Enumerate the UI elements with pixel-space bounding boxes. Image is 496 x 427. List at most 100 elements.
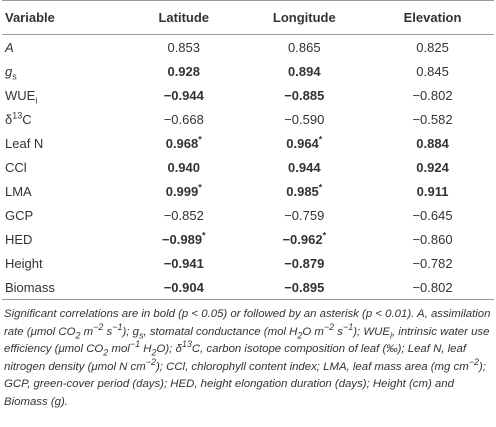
value-cell: 0.928: [130, 59, 238, 83]
value: −0.962: [282, 231, 323, 247]
text-segment: Significant correlations are in bold (p …: [4, 308, 491, 338]
value: −0.989: [161, 231, 203, 247]
text-segment: −2: [468, 356, 479, 367]
value-cell: −0.802: [371, 275, 494, 300]
value: 0.884: [416, 135, 449, 151]
variable-cell: WUEi: [2, 83, 130, 107]
value: 0.853: [167, 39, 201, 55]
table-row: LMA 0.999* 0.985* 0.911: [2, 179, 494, 203]
value-cell: −0.645: [371, 203, 494, 227]
value: −0.904: [163, 279, 204, 295]
text-segment: −1: [343, 321, 354, 332]
value: −0.590: [284, 111, 325, 127]
value-cell: 0.894: [238, 59, 372, 83]
value-cell: −0.759: [238, 203, 372, 227]
text-segment: i: [35, 95, 38, 106]
variable-cell: Leaf N: [2, 131, 130, 155]
value-cell: −0.802: [371, 83, 494, 107]
value: 0.928: [167, 63, 201, 79]
value-cell: 0.940: [130, 155, 238, 179]
value-cell: 0.865: [238, 35, 372, 60]
text-segment: A: [5, 39, 14, 55]
value-cell: 0.985*: [238, 179, 372, 203]
value-cell: 0.999*: [130, 179, 238, 203]
value: −0.895: [284, 279, 325, 295]
variable-cell: gs: [2, 59, 130, 83]
value-cell: 0.853: [130, 35, 238, 60]
value-cell: −0.944: [130, 83, 238, 107]
table-row: CCl 0.940 0.944 0.924: [2, 155, 494, 179]
significance-mark: *: [198, 182, 202, 193]
text-segment: g: [5, 63, 13, 79]
value: −0.885: [284, 87, 325, 103]
text-segment: Height: [5, 255, 43, 271]
value-cell: −0.668: [130, 107, 238, 131]
value: 0.999: [165, 183, 199, 199]
value-cell: −0.962*: [238, 227, 372, 251]
correlation-table: Variable Latitude Longitude Elevation A 0.85…: [2, 0, 494, 300]
significance-mark: *: [318, 182, 323, 193]
value-cell: −0.941: [130, 251, 238, 275]
variable-cell: GCP: [2, 203, 130, 227]
text-segment: 2: [151, 347, 157, 358]
footnote: Significant correlations are in bold (p …: [4, 306, 492, 411]
significance-mark: *: [322, 230, 327, 241]
text-segment: C: [22, 111, 32, 127]
value-cell: −0.852: [130, 203, 238, 227]
variable-cell: Biomass: [2, 275, 130, 300]
value: −0.802: [412, 87, 453, 103]
value: −0.860: [412, 231, 453, 247]
text-segment: s: [12, 71, 17, 82]
text-segment: i: [389, 329, 392, 340]
text-segment: −2: [323, 321, 335, 332]
value-cell: 0.944: [238, 155, 372, 179]
text-segment: −1: [129, 339, 141, 350]
value: −0.944: [163, 87, 204, 103]
value: −0.941: [163, 255, 204, 271]
significance-mark: *: [198, 134, 202, 145]
column-header: Variable: [2, 0, 130, 35]
value-cell: −0.879: [238, 251, 372, 275]
text-segment: O m: [302, 325, 324, 338]
text-segment: , intrinsic water use efficiency (μmol C…: [4, 325, 490, 356]
value-cell: −0.590: [238, 107, 372, 131]
text-segment: 2: [103, 347, 109, 358]
value-cell: −0.860: [371, 227, 494, 251]
value-cell: 0.964*: [238, 131, 372, 155]
text-segment: WUE: [5, 87, 36, 103]
value-cell: 0.884: [371, 131, 494, 155]
table-row: GCP −0.852 −0.759 −0.645: [2, 203, 494, 227]
variable-cell: LMA: [2, 179, 130, 203]
text-segment: m: [80, 325, 94, 338]
value-cell: −0.904: [130, 275, 238, 300]
value-cell: −0.895: [238, 275, 372, 300]
value-cell: 0.968*: [130, 131, 238, 155]
significance-mark: *: [202, 230, 206, 241]
text-segment: Leaf N: [5, 135, 44, 151]
table-row: HED −0.989* −0.962* −0.860: [2, 227, 494, 251]
value: 0.940: [167, 159, 201, 175]
text-segment: GCP: [5, 207, 34, 223]
text-segment: HED: [5, 231, 33, 247]
value-cell: −0.582: [371, 107, 494, 131]
value: −0.879: [284, 255, 325, 271]
value: 0.911: [416, 183, 449, 199]
text-segment: −2: [93, 321, 104, 332]
text-segment: s: [103, 325, 113, 338]
text-segment: ); WUE: [353, 325, 390, 338]
value: 0.894: [288, 63, 321, 79]
text-segment: ); g: [122, 325, 139, 338]
value: −0.582: [412, 111, 453, 127]
column-header: Elevation: [371, 0, 494, 35]
value: 0.964: [286, 135, 319, 151]
column-header: Latitude: [130, 0, 238, 35]
text-segment: O); δ: [156, 343, 182, 355]
table-row: δ13C −0.668 −0.590 −0.582: [2, 107, 494, 131]
column-header: Longitude: [237, 0, 372, 35]
value: −0.645: [412, 207, 453, 223]
value: 0.825: [416, 39, 449, 55]
value-cell: −0.885: [238, 83, 372, 107]
value-cell: 0.911: [371, 179, 494, 203]
text-segment: H: [140, 343, 152, 355]
variable-cell: Height: [2, 251, 130, 275]
